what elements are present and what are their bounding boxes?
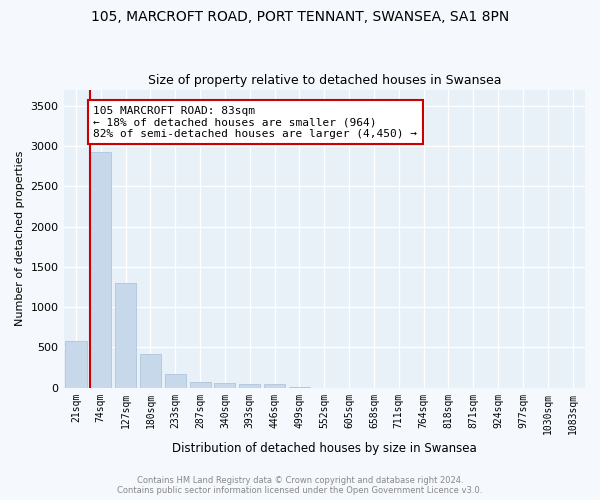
Bar (239, 384, 260, 388)
Bar (65, 341, 86, 388)
Bar (165, 374, 186, 388)
Text: 105 MARCROFT ROAD: 83sqm
← 18% of detached houses are smaller (964)
82% of semi-: 105 MARCROFT ROAD: 83sqm ← 18% of detach… (94, 106, 418, 139)
Bar (214, 383, 235, 388)
Bar (190, 382, 211, 388)
Bar (90, 152, 112, 388)
Bar (264, 384, 285, 388)
Y-axis label: Number of detached properties: Number of detached properties (15, 151, 25, 326)
Bar (115, 283, 136, 388)
X-axis label: Distribution of detached houses by size in Swansea: Distribution of detached houses by size … (172, 442, 476, 455)
Bar (140, 354, 161, 388)
Text: 105, MARCROFT ROAD, PORT TENNANT, SWANSEA, SA1 8PN: 105, MARCROFT ROAD, PORT TENNANT, SWANSE… (91, 10, 509, 24)
Title: Size of property relative to detached houses in Swansea: Size of property relative to detached ho… (148, 74, 501, 87)
Text: Contains HM Land Registry data © Crown copyright and database right 2024.
Contai: Contains HM Land Registry data © Crown c… (118, 476, 482, 495)
